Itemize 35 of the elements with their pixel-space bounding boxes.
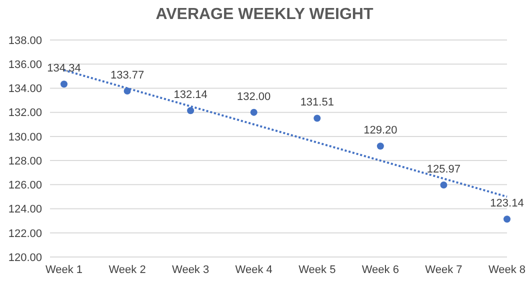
- x-tick-label: Week 8: [488, 264, 526, 276]
- point: [187, 107, 194, 114]
- data-label: 131.51: [300, 96, 334, 109]
- x-tick-label: Week 2: [108, 264, 146, 276]
- y-tick-label: 138.00: [8, 34, 42, 47]
- x-tick-label: Week 5: [298, 264, 336, 276]
- point: [60, 80, 68, 88]
- y-tick-label: 122.00: [8, 228, 42, 240]
- y-tick-label: 134.00: [8, 83, 42, 96]
- y-tick-label: 130.00: [8, 131, 42, 144]
- x-tick-label: Week 3: [172, 264, 210, 276]
- point: [440, 182, 448, 189]
- y-tick-label: 136.00: [8, 59, 42, 72]
- data-label: 133.77: [110, 69, 144, 82]
- y-tick-label: 120.00: [8, 252, 42, 264]
- y-tick-label: 124.00: [8, 204, 42, 216]
- x-tick-label: Week 4: [235, 264, 272, 276]
- data-label: 134.34: [47, 62, 81, 75]
- data-label: 123.14: [490, 198, 524, 210]
- point: [124, 87, 131, 94]
- y-tick-label: 128.00: [8, 155, 42, 168]
- point: [314, 114, 321, 122]
- data-label: 132.14: [174, 89, 208, 102]
- chart-title: AVERAGE WEEKLY WEIGHT: [154, 6, 374, 24]
- data-label: 129.20: [364, 124, 398, 137]
- x-tick-label: Week 1: [45, 264, 83, 276]
- data-label: 132.00: [237, 90, 271, 103]
- point: [376, 142, 384, 150]
- point: [504, 216, 510, 223]
- y-tick-label: 126.00: [8, 180, 42, 192]
- y-tick-label: 132.00: [8, 107, 42, 120]
- x-tick-label: Week 6: [362, 264, 399, 276]
- x-tick-label: Week 7: [425, 264, 462, 276]
- point: [250, 108, 258, 116]
- data-label: 125.97: [426, 164, 461, 176]
